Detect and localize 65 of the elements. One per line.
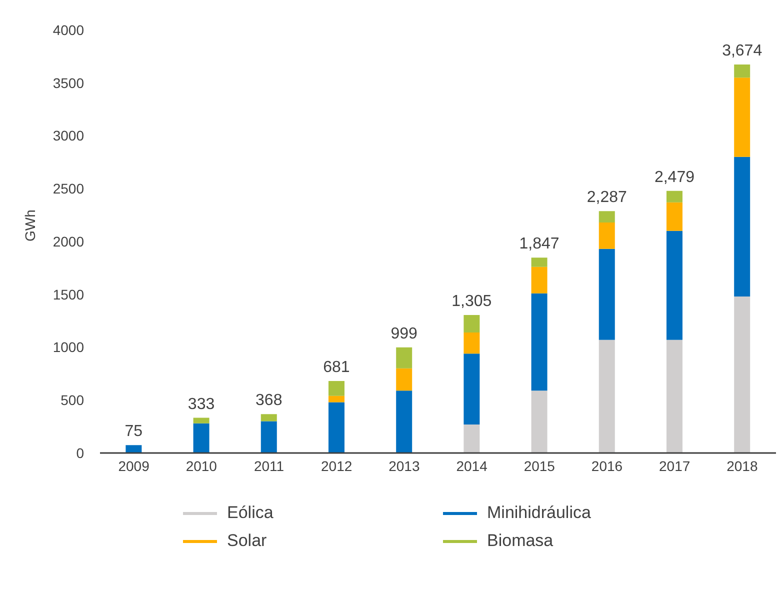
- x-tick-label: 2009: [118, 458, 150, 474]
- bar: [734, 156, 750, 296]
- total-label: 3,674: [722, 42, 762, 60]
- y-tick-label: 500: [60, 392, 84, 408]
- legend-label: Eólica: [227, 503, 274, 523]
- total-label: 2,287: [586, 189, 628, 206]
- x-tick-label: 2011: [254, 458, 284, 474]
- x-tick-label: 2015: [524, 458, 556, 474]
- bar: [464, 332, 480, 354]
- bar: [328, 396, 344, 402]
- x-tick-label: 2012: [321, 458, 352, 474]
- bar: [531, 390, 548, 453]
- total-label: 75: [124, 423, 143, 440]
- bar: [598, 222, 615, 249]
- bar: [666, 202, 682, 231]
- y-tick-label: 1000: [52, 339, 84, 356]
- y-tick-label: 3500: [52, 74, 84, 91]
- total-label: 2,479: [654, 168, 695, 186]
- legend-label: Biomasa: [487, 531, 554, 551]
- y-tick-label: 2500: [52, 180, 84, 197]
- bar: [328, 402, 344, 453]
- total-label: 999: [390, 325, 418, 342]
- y-tick-label: 0: [76, 444, 84, 461]
- bar: [666, 190, 682, 202]
- bar: [734, 296, 750, 453]
- bar: [328, 380, 344, 396]
- bar: [598, 340, 615, 453]
- bar: [126, 445, 142, 453]
- y-tick-label: 4000: [52, 22, 84, 38]
- legend-label: Solar: [227, 531, 267, 551]
- bar: [598, 211, 615, 222]
- bar: [531, 258, 548, 267]
- bar: [734, 78, 750, 157]
- x-tick-label: 2010: [186, 458, 218, 474]
- bar: [464, 354, 480, 424]
- total-label: 333: [188, 396, 215, 413]
- total-label: 681: [323, 358, 350, 376]
- x-tick-label: 2013: [388, 458, 420, 474]
- bar: [666, 230, 682, 340]
- total-label: 1,305: [452, 292, 492, 310]
- y-tick-label: 3000: [52, 128, 84, 144]
- bar: [531, 266, 548, 294]
- bar: [396, 347, 412, 368]
- x-tick-label: 2016: [591, 458, 623, 474]
- total-label: 368: [256, 392, 282, 410]
- bar: [464, 424, 480, 453]
- bar: [396, 390, 412, 453]
- y-axis-title: GWh: [22, 210, 38, 242]
- bar: [260, 421, 277, 453]
- bar: [396, 368, 412, 391]
- bar: [193, 423, 210, 453]
- x-tick-label: 2014: [456, 458, 488, 474]
- bar: [734, 64, 750, 78]
- bar: [598, 248, 615, 340]
- bar: [531, 293, 548, 391]
- x-tick-label: 2018: [726, 458, 758, 474]
- bar: [193, 418, 210, 424]
- bar: [464, 314, 480, 332]
- y-tick-label: 1500: [52, 286, 84, 302]
- y-tick-label: 2000: [52, 233, 84, 250]
- legend-label: Minihidráulica: [487, 503, 591, 523]
- bar: [260, 414, 277, 422]
- total-label: 1,847: [519, 236, 560, 253]
- x-tick-label: 2017: [659, 458, 690, 474]
- bar: [666, 340, 682, 453]
